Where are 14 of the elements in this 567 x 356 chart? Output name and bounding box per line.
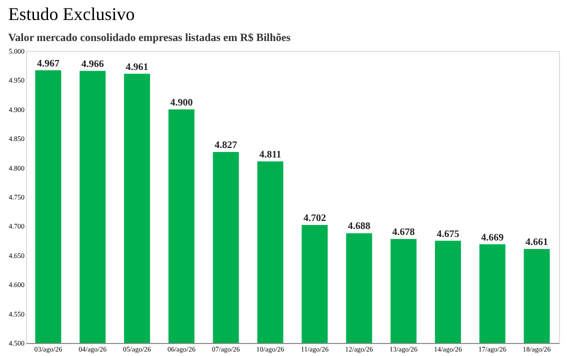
data-label: 4.967 [36,58,60,70]
data-label: 4.661 [526,236,548,248]
chart-title: Estudo Exclusivo [8,4,135,24]
chart-subtitle: Valor mercado consolidado empresas listadas em R$ Bilhões [8,32,292,44]
data-label: 4.966 [81,58,104,70]
data-label: 4.678 [392,227,415,238]
data-label: 4.675 [436,228,460,240]
data-label: 4.688 [348,221,370,232]
data-label: 4.900 [170,97,193,108]
data-label: 4.811 [259,149,282,160]
data-label: 4.669 [481,232,504,244]
data-label: 4.702 [303,213,326,224]
data-label: 4.961 [126,62,148,73]
data-label: 4.827 [214,140,238,152]
